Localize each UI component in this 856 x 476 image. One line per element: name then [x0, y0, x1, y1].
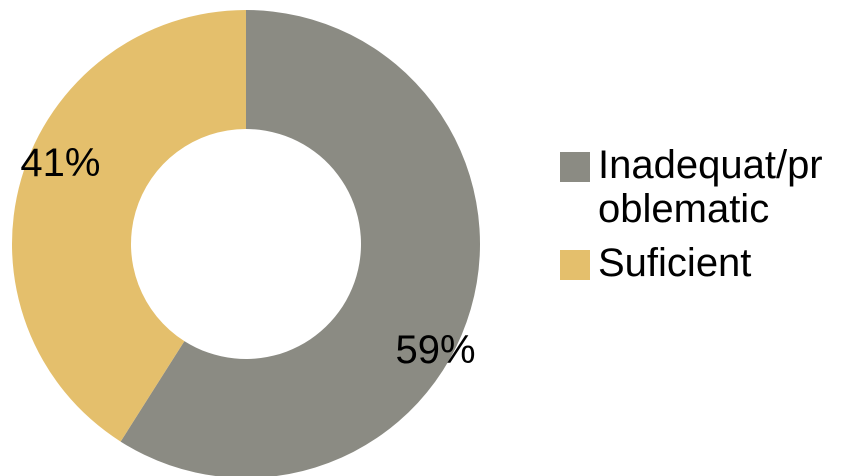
data-label-inadequat-problematic: 59%	[396, 328, 476, 372]
legend-swatch-inadequat-problematic	[560, 152, 590, 182]
legend: Inadequat/problematic Suficient	[560, 143, 850, 295]
slice-suficient	[12, 10, 247, 442]
legend-label-inadequat-problematic: Inadequat/problematic	[598, 143, 823, 231]
slice-inadequat-problematic	[120, 10, 480, 476]
legend-item-suficient: Suficient	[560, 241, 850, 285]
legend-item-inadequat-problematic: Inadequat/problematic	[560, 143, 850, 231]
data-label-suficient: 41%	[20, 141, 100, 185]
legend-swatch-suficient	[560, 250, 590, 280]
legend-label-suficient: Suficient	[598, 241, 752, 285]
